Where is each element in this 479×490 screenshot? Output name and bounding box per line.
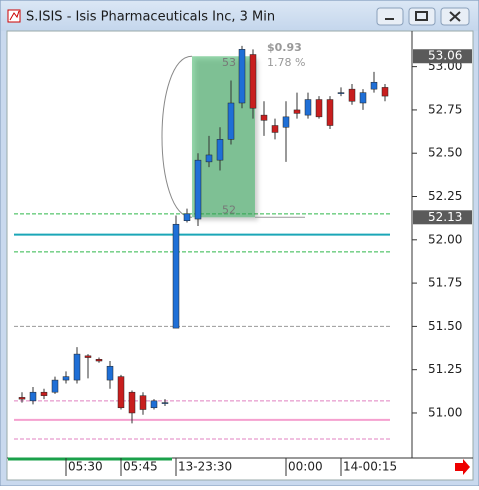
candle-body <box>359 92 367 104</box>
candle-body <box>150 400 158 409</box>
candle-body <box>18 397 26 400</box>
candle-body <box>326 99 334 126</box>
app-icon-glyph <box>9 10 20 21</box>
candle-body <box>337 92 345 94</box>
scroll-right-button[interactable] <box>455 459 470 475</box>
y-tick-label: 51.25 <box>428 362 462 376</box>
maximize-button[interactable] <box>408 7 436 26</box>
candle-body <box>117 376 125 409</box>
candle-body <box>194 159 202 220</box>
measure-top-label: 53 <box>222 56 236 69</box>
y-tick-label: 51.75 <box>428 276 462 290</box>
measure-bottom-label: 52 <box>222 203 236 216</box>
candle-body <box>381 87 389 97</box>
candle-body <box>370 81 378 90</box>
app-icon <box>7 9 21 23</box>
candle-body <box>95 359 103 362</box>
candle-body <box>227 102 235 140</box>
price-marker-label: 52.13 <box>428 210 462 224</box>
candle-body <box>183 213 191 222</box>
measure-arc <box>161 55 193 218</box>
candle-body <box>348 88 356 102</box>
x-tick-label: 13-23:30 <box>178 460 232 474</box>
candle-body <box>106 365 114 381</box>
candle-body <box>40 391 48 396</box>
candle-body <box>216 139 224 161</box>
candle-body <box>161 402 169 404</box>
candle-body <box>29 391 37 402</box>
plot: 51.00 51.25 51.50 51.75 52.00 52.25 52.50 52.75… <box>14 41 472 476</box>
y-tick-label: 51.50 <box>428 319 462 333</box>
candle-body <box>249 54 257 109</box>
candle-body <box>293 109 301 114</box>
x-tick-label: 00:00 <box>288 460 323 474</box>
y-tick-label: 52.25 <box>428 189 462 203</box>
price-marker-label: 53.06 <box>428 49 462 63</box>
candle-body <box>62 376 70 381</box>
candle-body <box>128 391 136 414</box>
measure-box <box>192 56 255 218</box>
candle-body <box>282 116 290 128</box>
price-marker-box <box>413 210 472 225</box>
y-tick-label: 52.75 <box>428 102 462 116</box>
candle-body <box>315 99 323 118</box>
y-tick-label: 52.50 <box>428 146 462 160</box>
candle-body <box>84 355 92 358</box>
candle-body <box>271 125 279 133</box>
candle-body <box>238 49 246 104</box>
measure-percent: 1.78 % <box>267 56 305 69</box>
candle-body <box>205 154 213 163</box>
window-title: S.ISIS - Isis Pharmaceuticals Inc, 3 Min <box>26 10 275 25</box>
candle-body <box>304 99 312 116</box>
close-button[interactable] <box>440 7 470 26</box>
candle-body <box>73 353 81 381</box>
y-tick-label: 52.00 <box>428 232 462 246</box>
price-marker-box <box>413 49 472 64</box>
x-tick-label: 05:45 <box>123 460 158 474</box>
candle-body <box>51 379 59 393</box>
minimize-button[interactable] <box>376 7 404 26</box>
candle-body <box>172 223 180 329</box>
y-tick-label: 51.00 <box>428 405 462 419</box>
candle-body <box>260 114 268 121</box>
measure-change: $0.93 <box>267 41 302 54</box>
x-tick-label: 05:30 <box>68 460 103 474</box>
candle-body <box>139 395 147 410</box>
x-tick-label: 14-00:15 <box>343 460 397 474</box>
